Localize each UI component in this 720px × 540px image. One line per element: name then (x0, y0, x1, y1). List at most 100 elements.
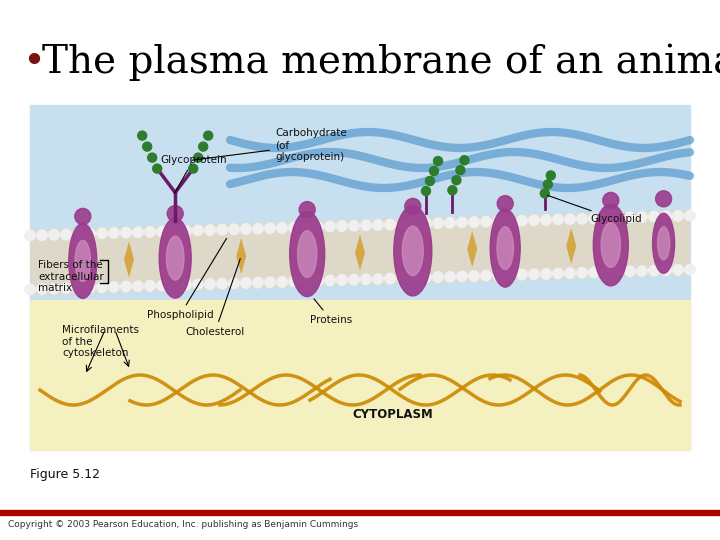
Circle shape (24, 230, 35, 241)
Circle shape (426, 177, 434, 186)
Circle shape (181, 279, 192, 291)
Circle shape (228, 224, 240, 235)
Circle shape (325, 221, 336, 232)
Ellipse shape (394, 206, 432, 296)
Circle shape (448, 186, 457, 195)
Circle shape (541, 214, 552, 225)
Circle shape (143, 142, 152, 151)
Circle shape (505, 215, 516, 226)
Circle shape (577, 213, 588, 224)
Circle shape (289, 276, 300, 287)
Ellipse shape (593, 204, 629, 286)
Text: Fibers of the
extracellular
matrix: Fibers of the extracellular matrix (38, 260, 104, 293)
Circle shape (452, 176, 461, 185)
Circle shape (433, 218, 444, 228)
Circle shape (384, 273, 395, 284)
Bar (0, 0, 720, 100)
Circle shape (153, 164, 162, 173)
Circle shape (138, 131, 147, 140)
Circle shape (189, 164, 198, 173)
Circle shape (444, 217, 456, 228)
Circle shape (613, 266, 624, 277)
Circle shape (588, 267, 600, 278)
Circle shape (498, 195, 513, 212)
Circle shape (408, 272, 420, 284)
Ellipse shape (69, 224, 96, 299)
Circle shape (348, 220, 359, 231)
Polygon shape (236, 238, 246, 274)
Circle shape (433, 157, 443, 165)
Circle shape (96, 228, 107, 239)
Circle shape (685, 264, 696, 275)
Ellipse shape (652, 213, 675, 273)
Circle shape (276, 222, 287, 233)
Circle shape (408, 218, 420, 230)
Circle shape (516, 215, 528, 226)
Circle shape (336, 274, 348, 286)
Circle shape (552, 214, 564, 225)
Circle shape (516, 269, 528, 280)
Ellipse shape (497, 227, 513, 269)
Circle shape (660, 265, 672, 276)
Circle shape (217, 224, 228, 235)
Circle shape (624, 212, 636, 223)
Circle shape (656, 191, 672, 207)
Circle shape (167, 206, 183, 221)
Circle shape (204, 131, 212, 140)
Circle shape (660, 211, 672, 222)
Ellipse shape (166, 236, 184, 280)
Circle shape (544, 180, 552, 189)
Circle shape (541, 268, 552, 279)
Circle shape (168, 226, 179, 237)
Ellipse shape (289, 212, 325, 296)
Circle shape (312, 275, 323, 286)
Ellipse shape (601, 222, 621, 267)
Circle shape (430, 166, 438, 176)
Circle shape (636, 266, 647, 276)
Circle shape (361, 220, 372, 231)
Circle shape (361, 274, 372, 285)
Circle shape (276, 276, 287, 287)
Circle shape (132, 227, 143, 238)
Circle shape (181, 225, 192, 237)
Circle shape (84, 228, 96, 239)
Circle shape (456, 217, 467, 228)
Circle shape (156, 280, 168, 291)
Circle shape (649, 211, 660, 222)
Circle shape (204, 225, 215, 235)
Circle shape (60, 283, 71, 294)
Circle shape (264, 222, 276, 234)
Circle shape (492, 216, 503, 227)
Ellipse shape (490, 209, 521, 287)
Circle shape (199, 142, 207, 151)
Circle shape (48, 230, 60, 240)
Circle shape (192, 225, 204, 236)
Circle shape (421, 186, 431, 195)
Circle shape (253, 277, 264, 288)
Circle shape (469, 217, 480, 227)
Circle shape (456, 166, 465, 175)
Circle shape (564, 268, 575, 279)
Circle shape (73, 228, 84, 240)
Circle shape (325, 275, 336, 286)
Circle shape (528, 269, 539, 280)
Circle shape (145, 280, 156, 292)
Bar (0, 510, 720, 515)
Circle shape (253, 223, 264, 234)
Circle shape (636, 212, 647, 222)
Circle shape (420, 272, 431, 283)
Circle shape (204, 279, 215, 289)
Circle shape (420, 218, 431, 229)
Circle shape (109, 227, 120, 239)
Circle shape (444, 271, 456, 282)
Text: Microfilaments
of the
cytoskeleton: Microfilaments of the cytoskeleton (62, 325, 139, 358)
Circle shape (600, 267, 611, 278)
Circle shape (109, 281, 120, 293)
Circle shape (672, 211, 683, 221)
Ellipse shape (402, 226, 423, 275)
Polygon shape (467, 231, 477, 267)
Circle shape (405, 198, 420, 214)
Circle shape (120, 227, 132, 238)
Circle shape (336, 220, 348, 232)
Circle shape (194, 153, 203, 162)
